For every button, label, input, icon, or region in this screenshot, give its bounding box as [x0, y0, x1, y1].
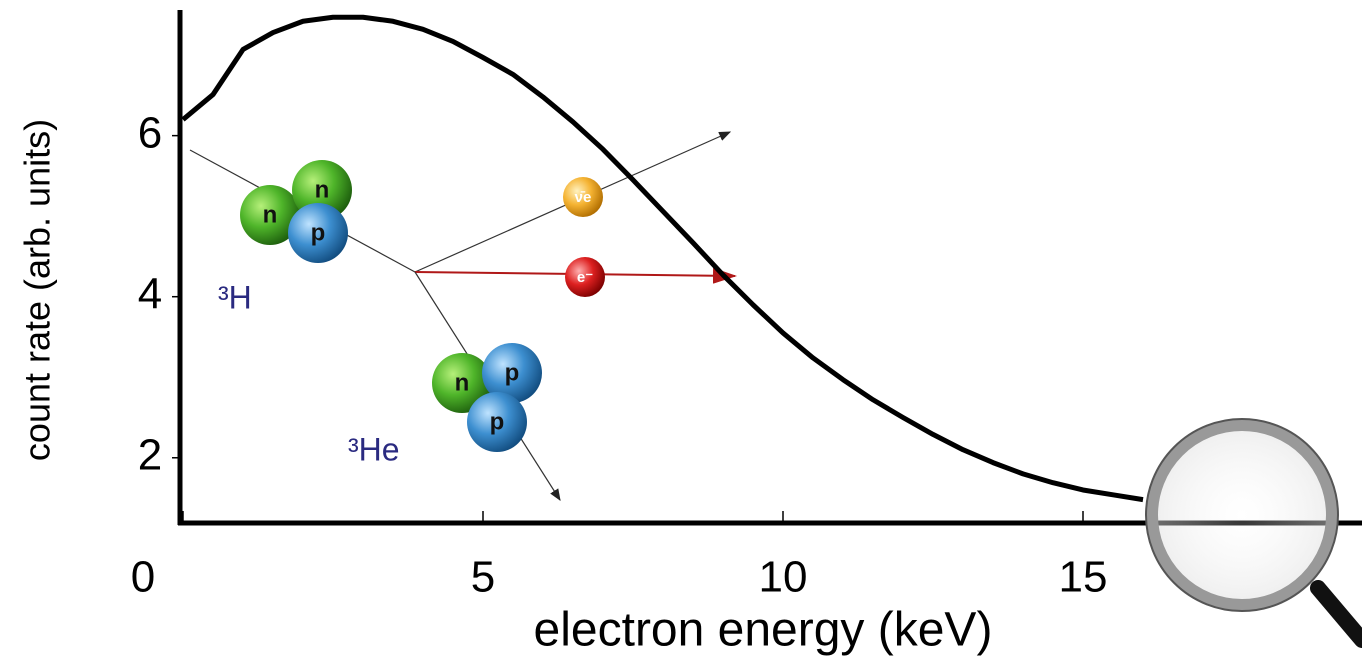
particle-label: p [505, 359, 520, 386]
nucleus-label: ³H [218, 279, 252, 315]
x-tick-label: 0 [131, 553, 155, 602]
particle-label: n [455, 369, 470, 396]
particle-label: ν̄e [575, 189, 592, 206]
x-tick-label: 15 [1059, 553, 1108, 602]
chart: nnpnppν̄ee⁻³H³He count rate (arb. units)… [0, 0, 1362, 672]
y-axis-label: count rate (arb. units) [17, 119, 58, 461]
y-tick-label: 6 [138, 108, 162, 157]
x-tick-label: 5 [471, 553, 495, 602]
y-tick-label: 2 [138, 430, 162, 479]
nucleus-label: ³He [348, 431, 400, 467]
x-axis-label: electron energy (keV) [534, 604, 993, 657]
magnifier-lens [1152, 425, 1332, 605]
particle-label: p [311, 219, 326, 246]
particle-label: p [490, 408, 505, 435]
particle-label: e⁻ [577, 269, 593, 286]
x-tick-label: 10 [759, 553, 808, 602]
particle-label: n [263, 201, 278, 228]
particle-label: n [315, 176, 330, 203]
y-tick-label: 4 [138, 269, 162, 318]
magnifier-handle [1318, 588, 1362, 640]
page: nnpnppν̄ee⁻³H³He count rate (arb. units)… [0, 0, 1362, 672]
magnifier [1146, 419, 1362, 640]
